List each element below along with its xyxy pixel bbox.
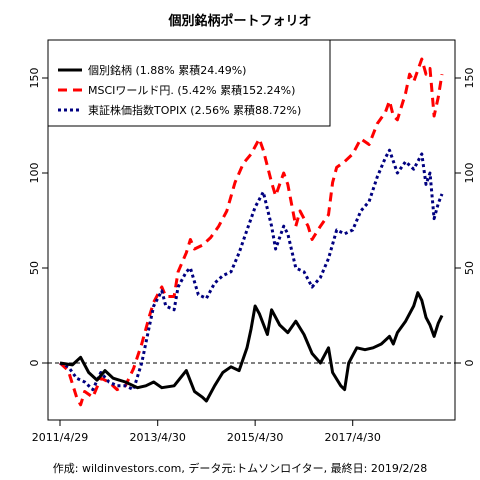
x-tick-label-2: 2013/4/30 — [129, 431, 185, 444]
y-tick-label-left-100: 100 — [28, 163, 41, 184]
y-tick-label-right-100: 100 — [463, 163, 476, 184]
y-tick-label-right-0: 0 — [463, 360, 476, 367]
legend-label-1: 個別銘柄 (1.88% 累積24.49%) — [88, 63, 246, 77]
y-tick-label-right-150: 150 — [463, 68, 476, 89]
x-tick-label-4: 2017/4/30 — [325, 431, 381, 444]
plot-area — [48, 57, 455, 407]
series-line-3 — [59, 148, 444, 392]
legend-label-2: MSCIワールド円. (5.42% 累積152.24%) — [88, 83, 295, 97]
x-tick-label-1: 2011/4/29 — [32, 431, 88, 444]
x-tick-label-3: 2015/4/30 — [227, 431, 283, 444]
legend-box — [47, 39, 331, 127]
chart-title: 個別銘柄ポートフォリオ — [167, 13, 311, 29]
axes: 0 0 50 50 100 100 150 150 2011/4/29 2013/4/30 2015… — [28, 39, 476, 444]
legend-label-3: 東証株価指数TOPIX (2.56% 累積88.72%) — [88, 103, 301, 117]
legend: 個別銘柄 (1.88% 累積24.49%) MSCIワールド円. (5.42% 累… — [47, 39, 331, 127]
series-line-1 — [59, 291, 444, 403]
series-line-2 — [58, 57, 444, 407]
y-tick-label-right-50: 50 — [463, 261, 476, 275]
y-tick-label-left-150: 150 — [28, 68, 41, 89]
y-tick-label-left-0: 0 — [28, 360, 41, 367]
y-tick-label-left-50: 50 — [28, 261, 41, 275]
chart-caption: 作成: wildinvestors.com, データ元:トムソンロイター, 最終… — [53, 461, 427, 475]
